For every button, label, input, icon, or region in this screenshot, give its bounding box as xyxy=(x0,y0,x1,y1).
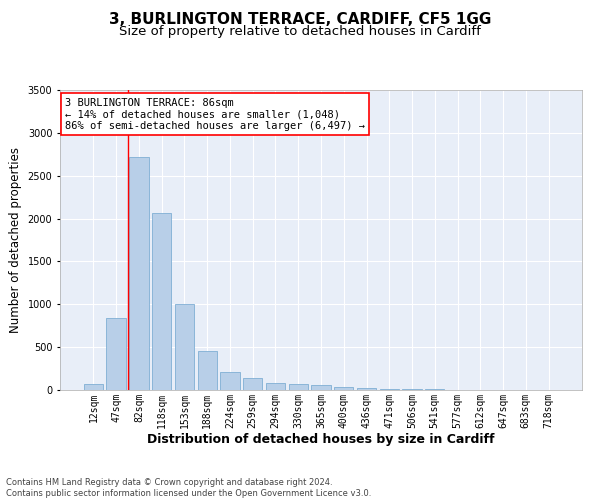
Bar xyxy=(220,372,239,390)
Bar xyxy=(129,157,149,390)
Bar xyxy=(357,388,376,390)
Bar xyxy=(106,318,126,390)
Text: Size of property relative to detached houses in Cardiff: Size of property relative to detached ho… xyxy=(119,25,481,38)
Bar xyxy=(334,388,353,390)
Text: 3 BURLINGTON TERRACE: 86sqm
← 14% of detached houses are smaller (1,048)
86% of : 3 BURLINGTON TERRACE: 86sqm ← 14% of det… xyxy=(65,98,365,130)
Bar xyxy=(380,388,399,390)
Text: 3, BURLINGTON TERRACE, CARDIFF, CF5 1GG: 3, BURLINGTON TERRACE, CARDIFF, CF5 1GG xyxy=(109,12,491,28)
Text: Distribution of detached houses by size in Cardiff: Distribution of detached houses by size … xyxy=(147,432,495,446)
Bar xyxy=(197,350,217,390)
Bar xyxy=(311,386,331,390)
Bar xyxy=(266,383,285,390)
Bar xyxy=(84,384,103,390)
Y-axis label: Number of detached properties: Number of detached properties xyxy=(9,147,22,333)
Bar xyxy=(403,389,422,390)
Bar xyxy=(243,378,262,390)
Text: Contains HM Land Registry data © Crown copyright and database right 2024.
Contai: Contains HM Land Registry data © Crown c… xyxy=(6,478,371,498)
Bar xyxy=(175,304,194,390)
Bar xyxy=(289,384,308,390)
Bar xyxy=(152,214,172,390)
